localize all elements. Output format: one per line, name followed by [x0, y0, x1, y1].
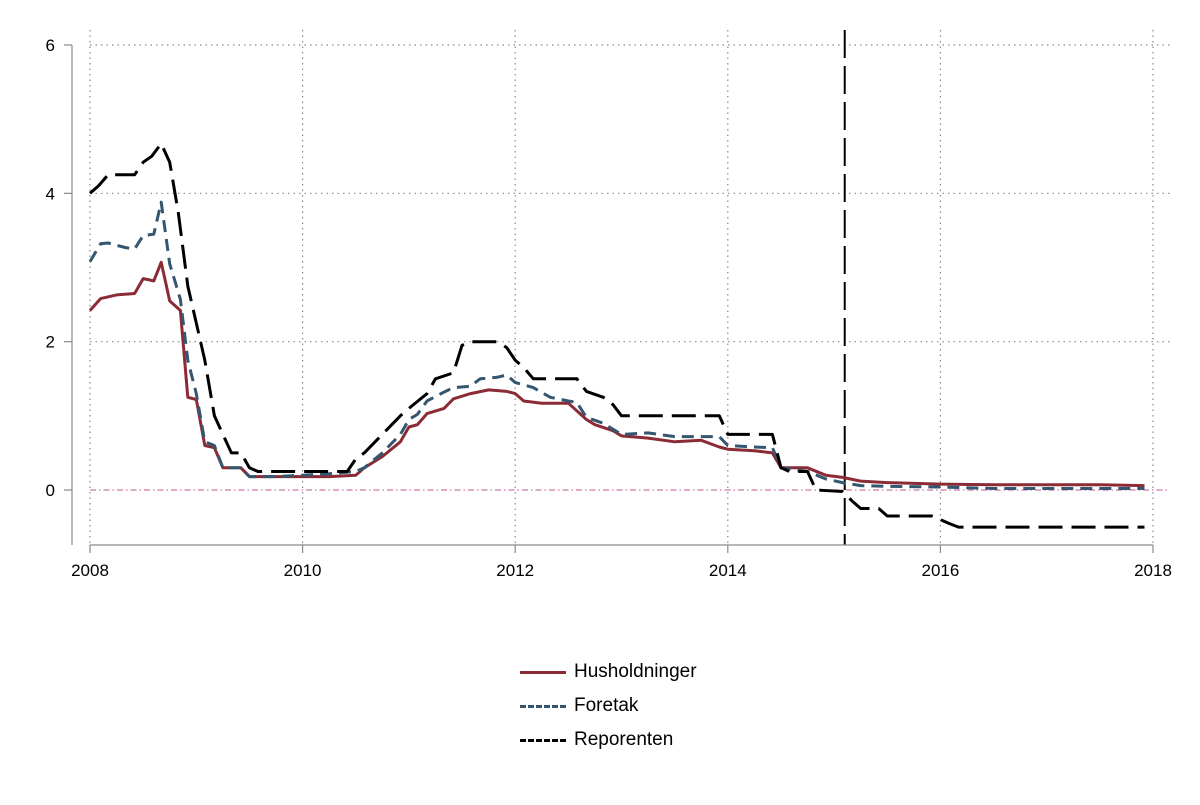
- x-tick-label: 2018: [1134, 561, 1172, 580]
- legend-item-foretak: Foretak: [520, 689, 920, 723]
- axes: 0 2 4 6 2008 2010 2012 2014 2016 2018: [46, 36, 1172, 580]
- y-tick-label: 0: [46, 481, 55, 500]
- legend-label: Reporenten: [574, 729, 674, 750]
- reference-lines: [90, 30, 1170, 545]
- x-tick-label: 2010: [284, 561, 322, 580]
- x-tick-label: 2012: [496, 561, 534, 580]
- x-tick-label: 2014: [709, 561, 747, 580]
- x-tick-label: 2008: [71, 561, 109, 580]
- y-tick-label: 6: [46, 36, 55, 55]
- y-tick-label: 2: [46, 333, 55, 352]
- legend-swatch-foretak: [520, 704, 566, 708]
- legend-swatch-reporenten: [520, 738, 566, 742]
- legend-item-reporenten: Reporenten: [520, 723, 920, 757]
- legend: Husholdninger Foretak Reporenten: [520, 655, 920, 757]
- legend-label: Husholdninger: [574, 661, 697, 682]
- legend-item-husholdninger: Husholdninger: [520, 655, 920, 689]
- legend-label: Foretak: [574, 695, 639, 716]
- x-tick-label: 2016: [921, 561, 959, 580]
- grid: [89, 30, 1170, 545]
- series-line-reporenten: [89, 142, 1145, 529]
- series-line-foretak: [88, 200, 1145, 490]
- y-tick-label: 4: [46, 184, 55, 203]
- legend-swatch-husholdninger: [520, 670, 566, 674]
- series-line-husholdninger: [88, 260, 1145, 488]
- series-lines: [88, 142, 1145, 529]
